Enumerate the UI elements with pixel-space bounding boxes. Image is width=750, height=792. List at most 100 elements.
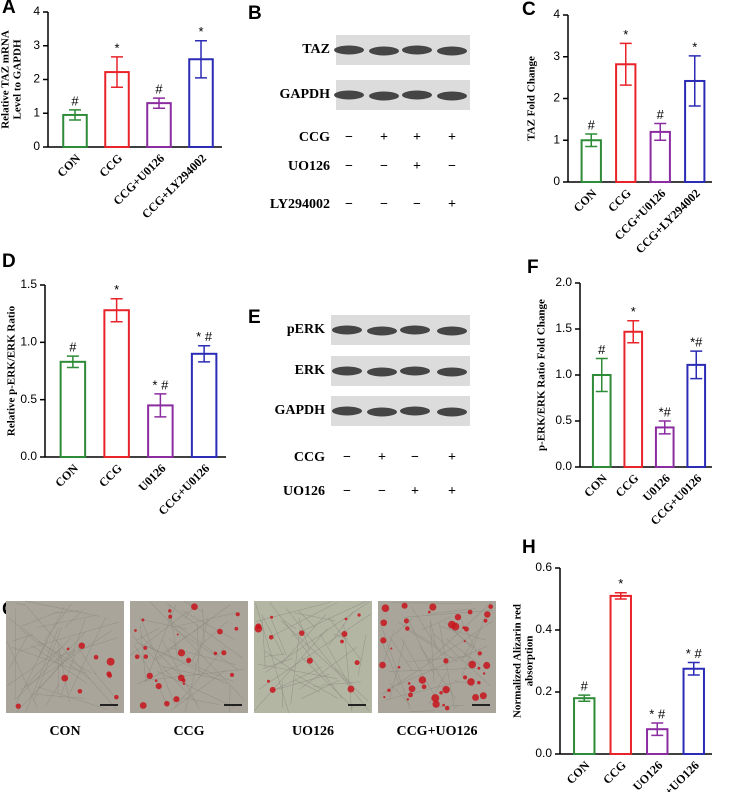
mineral-nodule — [221, 650, 227, 656]
mineral-nodule — [421, 684, 427, 690]
cell-texture — [45, 683, 60, 706]
condition-sign: − — [345, 130, 353, 145]
x-tick-label: UO126 — [630, 758, 665, 792]
cell-texture — [135, 642, 235, 683]
mineral-nodule — [340, 639, 344, 644]
panel-label: D — [2, 251, 16, 272]
significance-mark: * # — [649, 706, 666, 721]
y-tick-label: 2.0 — [555, 275, 572, 289]
y-tick-label: 0 — [553, 174, 560, 188]
cell-texture — [410, 710, 435, 713]
condition-label: LY294002 — [270, 197, 330, 212]
cell-texture — [357, 634, 367, 676]
significance-mark: * # — [152, 377, 169, 392]
significance-mark: * — [631, 304, 636, 319]
cell-texture — [57, 643, 71, 703]
cell-texture — [144, 644, 228, 685]
cell-texture — [33, 693, 84, 699]
mineral-nodule — [408, 685, 416, 693]
mineral-nodule — [397, 665, 401, 669]
cell-texture — [25, 626, 59, 712]
cell-texture — [300, 679, 340, 700]
cell-texture — [271, 619, 287, 656]
cell-texture — [255, 603, 290, 713]
y-tick-label: 4 — [553, 7, 560, 21]
cell-texture — [273, 666, 322, 691]
mineral-nodule — [155, 683, 162, 690]
cell-texture — [380, 639, 401, 686]
y-axis-title: Relative p-ERK/ERK Ratio — [6, 305, 18, 436]
mineral-nodule — [143, 654, 149, 659]
mineral-nodule — [405, 626, 410, 631]
y-tick-label: 1.0 — [20, 335, 37, 349]
cell-texture — [76, 645, 96, 675]
cell-texture — [174, 646, 225, 708]
significance-mark: # — [588, 117, 596, 132]
mineral-nodule — [107, 673, 113, 678]
mineral-nodule — [182, 682, 186, 685]
cell-texture — [313, 685, 323, 688]
cell-texture — [334, 667, 353, 685]
significance-mark: # — [657, 107, 665, 122]
cell-texture — [167, 618, 239, 671]
mineral-nodule — [488, 604, 494, 610]
cell-texture — [133, 644, 152, 675]
cell-texture — [321, 681, 361, 686]
mineral-nodule — [234, 626, 239, 631]
cell-texture — [191, 643, 203, 661]
y-tick-label: 1.5 — [20, 277, 37, 291]
significance-mark: *# — [690, 335, 703, 350]
y-axis-title: absorption — [524, 636, 536, 687]
cell-texture — [284, 607, 370, 712]
x-tick-label: CON — [564, 758, 593, 787]
mineral-nodule — [186, 657, 192, 663]
y-tick-label: 0.4 — [535, 622, 552, 636]
cell-texture — [421, 616, 452, 631]
mineral-nodule — [427, 610, 431, 614]
cell-texture — [258, 613, 372, 690]
mineral-nodule — [341, 631, 348, 638]
mineral-nodule — [357, 613, 361, 617]
y-tick-label: 3 — [553, 49, 560, 63]
bar — [103, 309, 130, 458]
blot-band — [437, 46, 467, 56]
mineral-nodule — [269, 686, 276, 693]
cell-texture — [31, 644, 88, 684]
cell-texture — [403, 609, 493, 618]
mineral-nodule — [191, 603, 198, 611]
mineral-nodule — [299, 630, 305, 636]
condition-sign: − — [378, 484, 386, 499]
error-bar — [687, 661, 700, 676]
cell-texture — [145, 668, 244, 681]
micrograph — [6, 601, 124, 713]
y-tick-label: 4 — [33, 4, 40, 18]
mineral-nodule — [467, 678, 475, 686]
cell-texture — [451, 629, 476, 649]
cell-texture — [14, 608, 17, 700]
cell-texture — [410, 606, 443, 656]
cell-texture — [57, 650, 60, 695]
cell-texture — [381, 620, 494, 695]
condition-sign: − — [343, 484, 351, 499]
y-tick-label: 0.6 — [535, 560, 552, 574]
mineral-nodule — [168, 609, 172, 613]
cell-texture — [389, 640, 405, 699]
mineral-nodule — [463, 626, 469, 632]
condition-label: UO126 — [288, 159, 330, 174]
cell-texture — [37, 640, 91, 673]
bar — [609, 594, 632, 756]
mineral-nodule — [141, 618, 145, 622]
condition-label: CCG — [299, 130, 330, 145]
blot-band — [367, 407, 397, 417]
condition-sign: − — [345, 197, 353, 212]
mineral-nodule — [439, 690, 443, 695]
cell-texture — [328, 617, 362, 661]
blot-row-label: ERK — [295, 363, 325, 378]
condition-sign: − — [343, 450, 351, 465]
cell-texture — [461, 614, 487, 677]
cell-texture — [282, 619, 297, 630]
cell-texture — [439, 625, 487, 641]
mineral-nodule — [443, 658, 449, 664]
error-bar — [651, 722, 664, 737]
mineral-nodule — [479, 692, 487, 700]
